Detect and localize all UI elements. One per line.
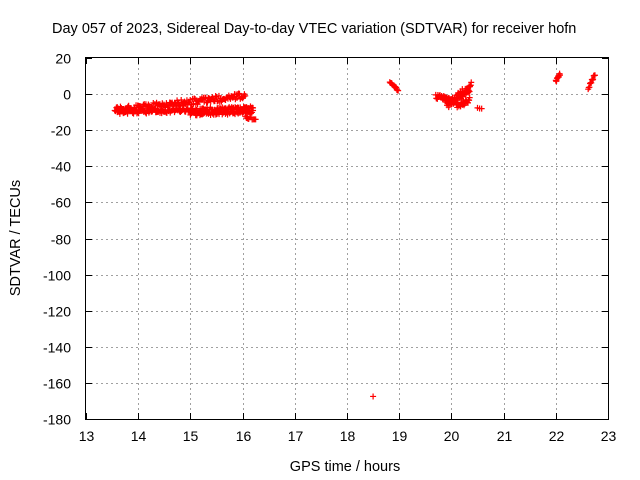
chart-title: Day 057 of 2023, Sidereal Day-to-day VTE… (52, 21, 576, 37)
data-point-arc-k (591, 72, 598, 79)
x-tick-label: 13 (79, 428, 95, 444)
y-tick-label: -80 (51, 232, 71, 248)
data-point-arc-a (204, 99, 211, 106)
x-tick-label: 23 (601, 428, 617, 444)
data-point-arc-k (587, 80, 594, 87)
x-tick-label: 18 (340, 428, 356, 444)
data-point-arc-i (478, 105, 485, 112)
data-point-arc-b (124, 110, 131, 117)
data-point-arc-k (586, 84, 593, 91)
data-point-arc-k (588, 79, 595, 86)
x-tick-label: 19 (392, 428, 408, 444)
data-point-arc-k (589, 77, 596, 84)
data-point-arc-a (145, 101, 152, 108)
y-tick-label: -20 (51, 123, 71, 139)
y-tick-label: 20 (55, 51, 71, 67)
y-tick-label: -140 (43, 340, 71, 356)
y-axis-ticks: 20 0 -20 -40 -60 -80 -100 -120 -140 -160 -180 (43, 51, 608, 428)
plot-frame (85, 57, 609, 420)
y-tick-label: -40 (51, 159, 71, 175)
x-tick-label: 15 (183, 428, 199, 444)
y-tick-label: -180 (43, 412, 71, 428)
data-point-arc-e (395, 87, 402, 94)
x-tick-label: 22 (549, 428, 565, 444)
data-point-arc-c (250, 107, 257, 114)
x-tick-label: 16 (236, 428, 252, 444)
data-point-arc-k (590, 76, 597, 83)
data-point-arc-d (252, 116, 259, 123)
x-axis-ticks: 13 14 15 16 17 18 19 20 21 22 23 (79, 58, 617, 444)
data-points (111, 70, 598, 400)
y-axis-label: SDTVAR / TECUs (8, 180, 24, 296)
x-tick-label: 14 (131, 428, 147, 444)
x-tick-label: 17 (288, 428, 304, 444)
data-point-arc-a (194, 101, 201, 108)
data-point-outlier (370, 393, 377, 400)
data-point-arc-g (468, 79, 475, 86)
data-point-arc-a (242, 92, 249, 99)
x-tick-label: 21 (497, 428, 513, 444)
data-point-arc-h (466, 94, 473, 101)
y-tick-label: -120 (43, 304, 71, 320)
data-point-arc-j (556, 72, 563, 79)
x-tick-label: 20 (444, 428, 460, 444)
y-tick-label: -100 (43, 268, 71, 284)
grid-lines (86, 58, 608, 419)
y-tick-label: -60 (51, 195, 71, 211)
y-tick-label: 0 (63, 87, 71, 103)
y-tick-label: -160 (43, 376, 71, 392)
x-axis-label: GPS time / hours (290, 459, 400, 475)
